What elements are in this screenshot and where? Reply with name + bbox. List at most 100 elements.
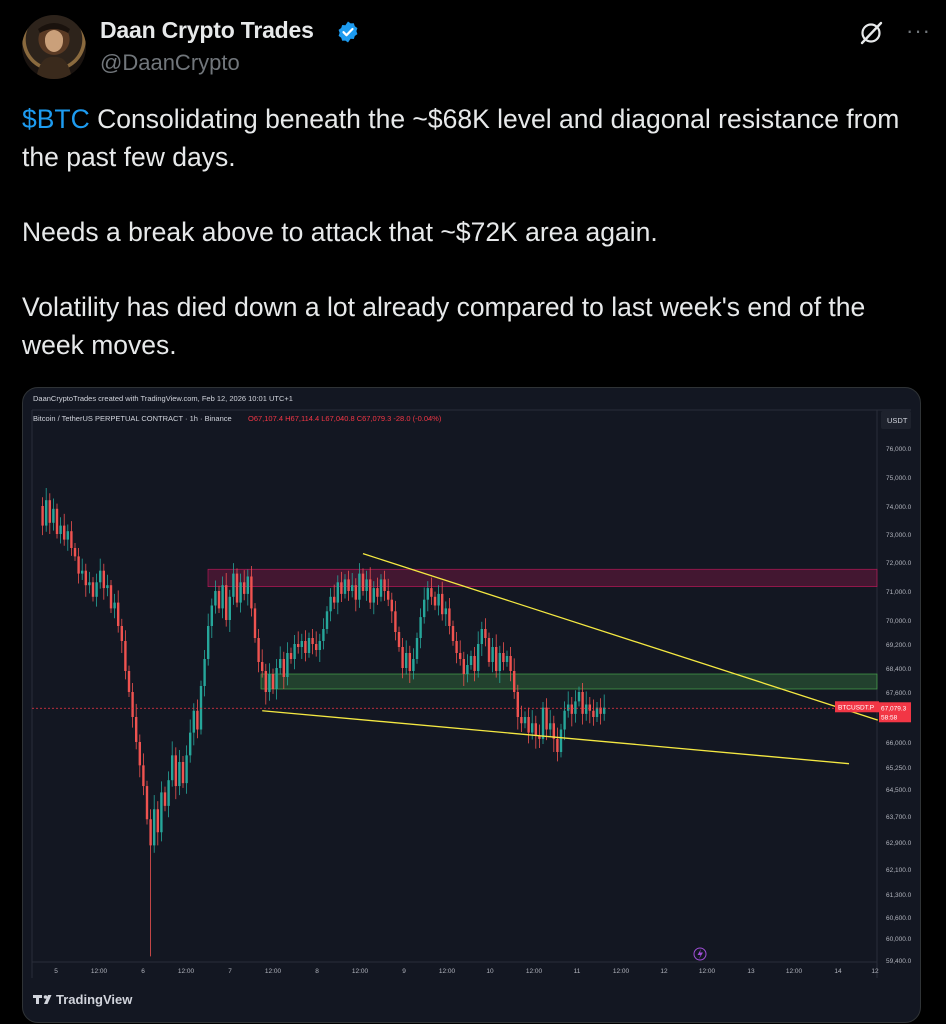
candle-body bbox=[405, 653, 408, 668]
candle-body bbox=[412, 659, 415, 671]
time-tick: 12:00 bbox=[526, 968, 543, 975]
candle-body bbox=[48, 500, 51, 523]
candle-body bbox=[487, 638, 491, 662]
candle-body bbox=[228, 596, 231, 620]
tradingview-chart: DaanCryptoTrades created with TradingVie… bbox=[31, 394, 912, 1007]
author-handle[interactable]: @DaanCrypto bbox=[100, 50, 240, 75]
tweet-line-2: Needs a break above to attack that ~$72K… bbox=[22, 216, 658, 247]
time-tick: 11 bbox=[574, 968, 581, 975]
candle-body bbox=[189, 732, 192, 756]
candle-body bbox=[253, 608, 257, 638]
candle-body bbox=[509, 656, 512, 671]
candle-body bbox=[527, 717, 530, 733]
candle-body bbox=[451, 626, 455, 641]
time-tick: 5 bbox=[54, 968, 58, 975]
candle-body bbox=[217, 591, 221, 609]
candle-body bbox=[286, 653, 289, 677]
price-tag-symbol: BTCUSDT.P bbox=[838, 704, 874, 711]
price-tick: 63,700.0 bbox=[886, 814, 912, 821]
candle-body bbox=[289, 653, 293, 659]
lightning-icon[interactable] bbox=[693, 947, 707, 961]
candle-body bbox=[603, 707, 606, 714]
candle-body bbox=[153, 809, 156, 846]
candle-body bbox=[419, 617, 422, 638]
chart-image[interactable]: DaanCryptoTrades created with TradingVie… bbox=[22, 387, 921, 1023]
cashtag-link[interactable]: $BTC bbox=[22, 104, 90, 134]
currency-label: USDT bbox=[887, 416, 908, 425]
candle-body bbox=[336, 582, 339, 603]
price-tag: BTCUSDT.P 67,079.3 58:58 bbox=[835, 701, 911, 723]
price-tick: 72,000.0 bbox=[886, 560, 912, 567]
candle-body bbox=[484, 629, 487, 638]
price-tick: 62,100.0 bbox=[886, 867, 912, 874]
candle-body bbox=[531, 723, 534, 733]
candle-body bbox=[455, 641, 458, 653]
candle-body bbox=[383, 579, 386, 591]
price-axis[interactable]: 76,000.0 75,000.0 74,000.0 73,000.0 72,000.0… bbox=[886, 446, 912, 965]
candle-body bbox=[552, 723, 555, 739]
candle-body bbox=[171, 755, 174, 781]
candle-body bbox=[311, 638, 314, 644]
candle-body bbox=[192, 710, 195, 733]
price-tick: 76,000.0 bbox=[886, 446, 912, 453]
avatar[interactable] bbox=[22, 15, 86, 79]
candle-body bbox=[372, 588, 375, 603]
candle-body bbox=[541, 707, 545, 739]
candle-body bbox=[91, 582, 95, 597]
candle-body bbox=[563, 710, 566, 730]
time-tick: 9 bbox=[402, 968, 406, 975]
candle-body bbox=[574, 701, 577, 714]
price-tick: 64,500.0 bbox=[886, 787, 912, 794]
candle-body bbox=[235, 573, 239, 603]
price-tick: 61,300.0 bbox=[886, 892, 912, 899]
price-tick: 70,000.0 bbox=[886, 618, 912, 625]
price-tick: 60,000.0 bbox=[886, 936, 912, 943]
grok-slash-icon[interactable] bbox=[858, 20, 884, 46]
candle-body bbox=[369, 579, 372, 603]
candle-body bbox=[351, 585, 354, 591]
candle-body bbox=[297, 644, 300, 647]
candle-body bbox=[293, 644, 296, 659]
candle-body bbox=[441, 593, 444, 615]
candle-body bbox=[516, 692, 519, 717]
candle-body bbox=[117, 602, 120, 626]
candle-body bbox=[45, 500, 48, 526]
time-tick: 12:00 bbox=[91, 968, 108, 975]
candle-body bbox=[52, 508, 55, 523]
candle-body bbox=[354, 585, 357, 600]
candle-body bbox=[415, 638, 419, 659]
price-tick: 69,200.0 bbox=[886, 642, 912, 649]
candle-body bbox=[549, 723, 552, 730]
price-tick: 73,000.0 bbox=[886, 532, 912, 539]
time-tick: 12 bbox=[871, 968, 879, 975]
candle-body bbox=[394, 611, 397, 632]
verified-badge-icon bbox=[338, 21, 358, 43]
candle-body bbox=[167, 780, 170, 806]
candle-body bbox=[513, 671, 516, 692]
more-dots-icon[interactable]: ··· bbox=[906, 18, 931, 43]
time-axis[interactable]: 5 12:00 6 12:00 7 12:00 8 12:00 9 12:00 10 12:00 11 1… bbox=[54, 968, 879, 975]
portrait-avatar-icon bbox=[36, 23, 72, 79]
candle-body bbox=[282, 659, 285, 677]
lower-trendline bbox=[262, 710, 850, 765]
candle-body bbox=[585, 704, 588, 714]
candle-body bbox=[55, 508, 59, 534]
time-tick: 12 bbox=[660, 968, 668, 975]
candle-body bbox=[221, 585, 224, 609]
candle-body bbox=[315, 644, 318, 650]
candle-body bbox=[577, 692, 581, 702]
candle-body bbox=[163, 792, 167, 806]
candle-body bbox=[523, 717, 527, 724]
candle-body bbox=[304, 641, 307, 653]
candle-body bbox=[81, 570, 84, 574]
candle-body bbox=[567, 704, 570, 711]
tweet-line-1: Consolidating beneath the ~$68K level an… bbox=[22, 104, 900, 172]
candle-body bbox=[275, 668, 278, 689]
candle-body bbox=[426, 588, 429, 600]
tweet-text: $BTC Consolidating beneath the ~$68K lev… bbox=[22, 101, 932, 364]
author-name[interactable]: Daan Crypto Trades bbox=[100, 17, 314, 43]
candle-body bbox=[538, 735, 541, 739]
candle-body bbox=[120, 626, 123, 641]
candle-body bbox=[322, 629, 325, 641]
candle-body bbox=[279, 659, 282, 668]
